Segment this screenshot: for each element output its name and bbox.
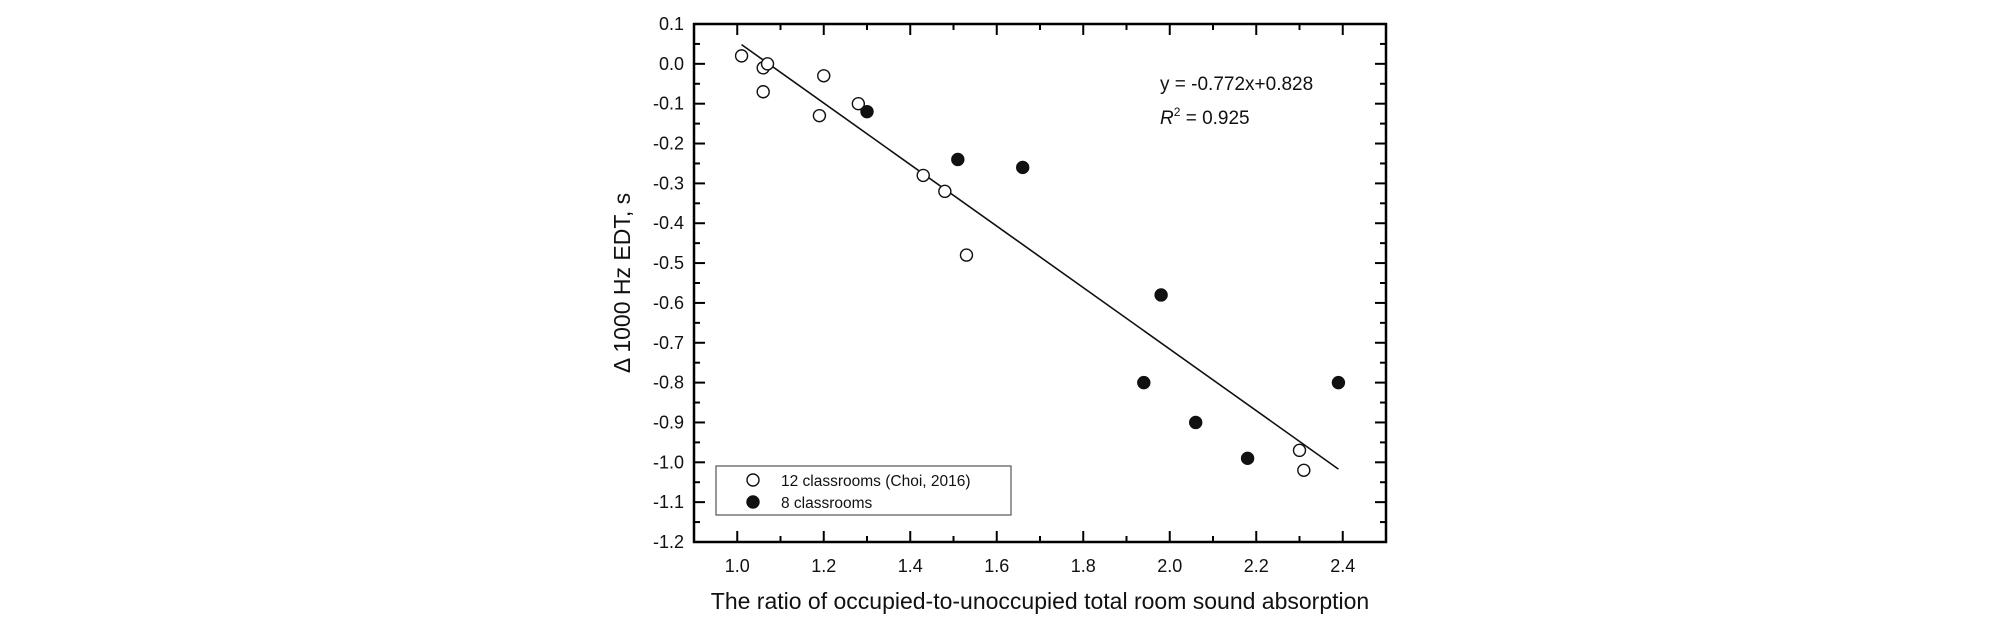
data-point-12-classrooms — [812, 108, 827, 123]
data-point-12-classrooms — [916, 168, 930, 183]
data-point-12-classrooms — [760, 57, 775, 71]
x-tick-label: 2.0 — [1157, 556, 1182, 576]
regression-line — [741, 43, 1339, 470]
data-point-12-classrooms — [734, 49, 749, 63]
y-tick-label: -1.0 — [653, 452, 684, 472]
data-point-8-classrooms — [1154, 288, 1168, 302]
y-tick-label: -0.7 — [653, 333, 684, 353]
y-tick-label: -0.2 — [653, 134, 684, 154]
r-squared-symbol: R — [1160, 108, 1174, 129]
data-points — [734, 49, 1346, 477]
y-tick-label: 0.0 — [659, 54, 684, 74]
x-tick-label: 2.4 — [1330, 556, 1355, 576]
y-tick-label: -1.1 — [653, 492, 684, 512]
y-tick-label: -0.4 — [653, 213, 684, 233]
r-squared-superscript: 2 — [1174, 105, 1181, 119]
x-tick-label: 1.6 — [984, 556, 1009, 576]
legend-label-12-classrooms: 12 classrooms (Choi, 2016) — [781, 473, 971, 490]
r-squared-value: = 0.925 — [1180, 108, 1249, 129]
y-tick-label: -0.5 — [653, 253, 684, 273]
data-point-8-classrooms — [860, 104, 874, 119]
y-tick-label: 0.1 — [659, 14, 684, 34]
legend-marker-open-circle — [746, 473, 760, 487]
data-point-12-classrooms — [1297, 463, 1311, 477]
data-point-12-classrooms — [851, 96, 866, 111]
data-point-12-classrooms — [1292, 443, 1307, 458]
x-tick-label: 1.4 — [898, 556, 923, 576]
regression-equation: y = -0.772x+0.828 — [1160, 74, 1313, 95]
x-tick-label: 1.8 — [1071, 556, 1096, 576]
data-point-12-classrooms — [938, 184, 952, 199]
data-point-8-classrooms — [1331, 375, 1346, 390]
y-tick-label: -1.2 — [653, 532, 684, 552]
y-axis-label: Δ 1000 Hz EDT, s — [609, 193, 635, 373]
y-tick-label: -0.6 — [653, 293, 684, 313]
tick-labels: 1.0 1.2 1.4 1.6 1.8 2.0 2.2 2.4 0.1 0.0 -0.1 -0.2 -0… — [653, 14, 1355, 576]
y-tick-label: -0.8 — [653, 373, 684, 393]
y-tick-label: -0.3 — [653, 173, 684, 193]
data-point-12-classrooms — [817, 69, 831, 83]
y-tick-label: -0.1 — [653, 94, 684, 114]
data-point-8-classrooms — [1188, 415, 1203, 430]
legend-marker-filled-circle — [746, 495, 760, 509]
data-point-8-classrooms — [1137, 375, 1151, 390]
x-tick-label: 1.0 — [725, 556, 750, 576]
y-tick-label: -0.9 — [653, 412, 684, 432]
legend-label-8-classrooms: 8 classrooms — [781, 495, 873, 512]
plot-frame — [692, 22, 1388, 544]
data-point-12-classrooms — [756, 85, 770, 99]
x-tick-label: 1.2 — [811, 556, 836, 576]
data-point-8-classrooms — [1016, 160, 1030, 175]
legend-box — [715, 465, 1012, 516]
data-point-8-classrooms — [951, 152, 965, 167]
x-tick-label: 2.2 — [1244, 556, 1269, 576]
x-axis-label: The ratio of occupied-to-unoccupied tota… — [711, 588, 1369, 614]
data-point-12-classrooms — [959, 248, 974, 262]
data-point-8-classrooms — [1240, 451, 1255, 466]
legend: 12 classrooms (Choi, 2016) 8 classrooms — [715, 465, 1012, 516]
r-squared-annotation: R2 = 0.925 — [1160, 105, 1250, 129]
